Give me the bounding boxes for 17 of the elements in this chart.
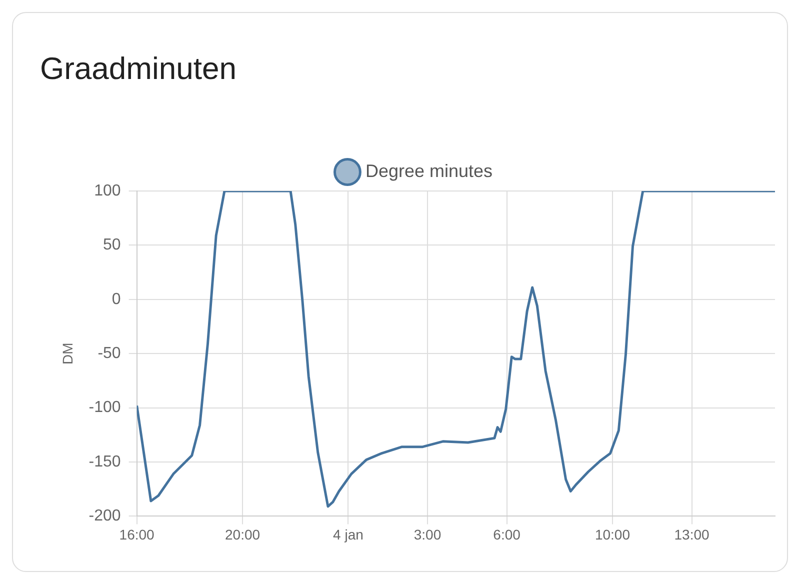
y-tick-label: 50 [103,236,121,254]
x-tick-label: 16:00 [119,526,155,542]
x-tick-label: 13:00 [674,526,710,542]
x-tick-label: 20:00 [225,526,260,542]
x-tick-label: 3:00 [414,526,442,542]
chart-title: Graadminuten [40,51,236,87]
y-tick-label: -100 [88,399,121,416]
x-tick-label: 6:00 [493,526,521,542]
y-tick-label: -200 [88,508,121,525]
legend-label: Degree minutes [365,160,493,181]
y-tick-label: -50 [98,345,121,362]
x-tick-label: 10:00 [594,526,630,542]
y-tick-label: 100 [94,182,121,200]
y-axis-title: DM [59,342,76,364]
y-tick-label: 0 [112,290,121,308]
y-tick-label: -150 [88,453,121,470]
x-tick-label: 4 jan [333,526,364,542]
